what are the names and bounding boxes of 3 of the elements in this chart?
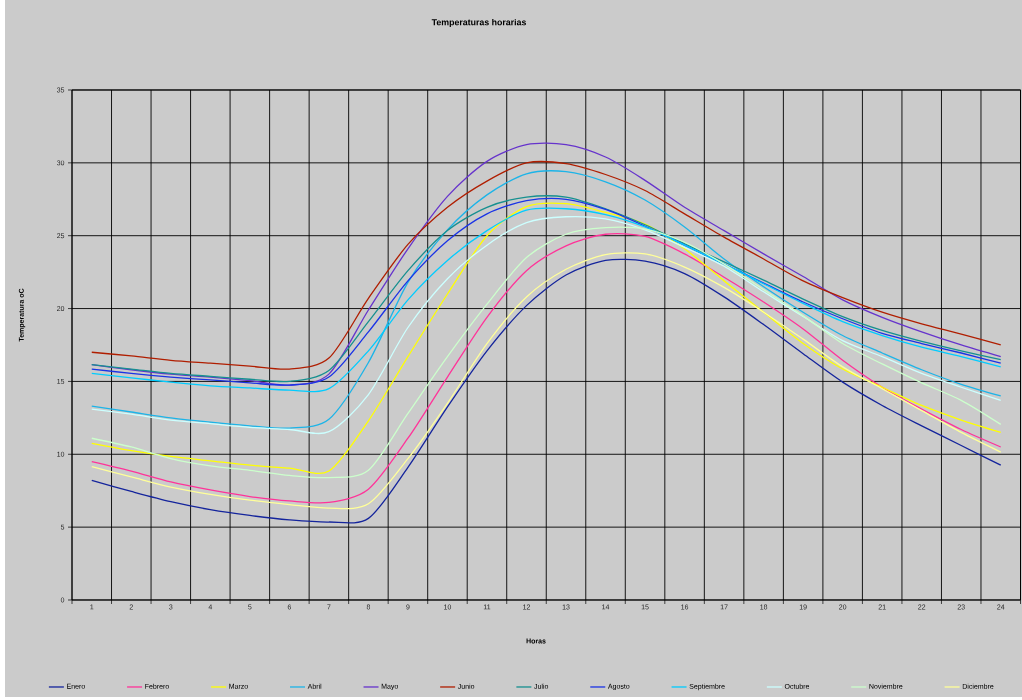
line-series bbox=[91, 216, 1002, 434]
line-series bbox=[91, 170, 1002, 429]
chart-title: Temperaturas horarias bbox=[431, 18, 526, 28]
